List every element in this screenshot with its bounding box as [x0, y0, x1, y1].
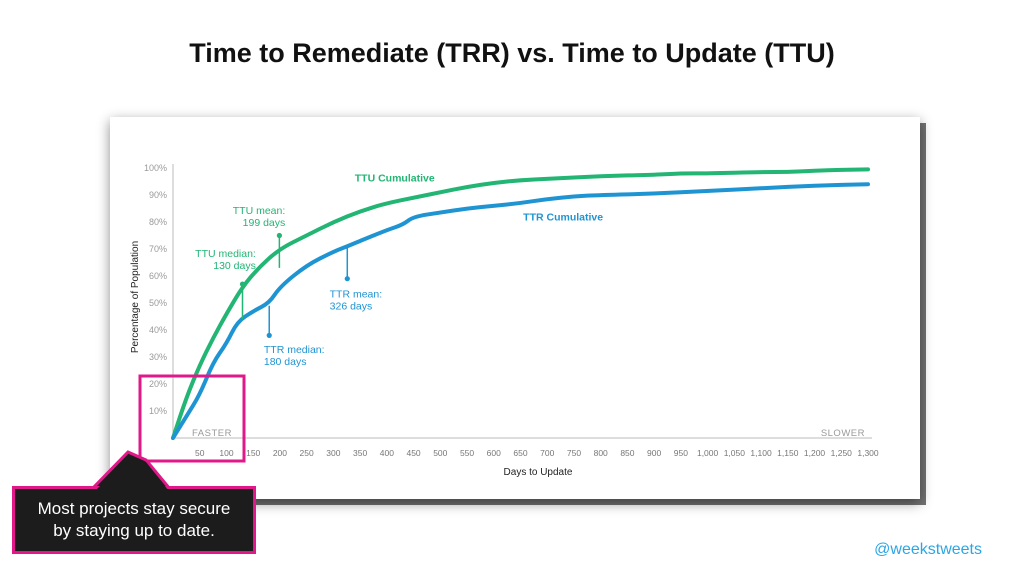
y-tick-label: 10%: [149, 406, 167, 416]
cumulative-chart: 10% 20% 30% 40% 50% 60% 70% 80% 90% 100% 50 100 150…: [130, 163, 879, 478]
annotation-layer: TTU median:130 days TTU mean:199 days TTR …: [195, 205, 382, 368]
twitter-handle: @weekstweets: [874, 541, 982, 558]
ttr-cumulative-label: TTR Cumulative: [523, 212, 603, 224]
annotation-label: TTU mean:: [233, 205, 286, 217]
y-axis: 10% 20% 30% 40% 50% 60% 70% 80% 90% 100%: [144, 163, 174, 438]
y-tick-label: 70%: [149, 244, 167, 254]
x-tick-label: 200: [273, 448, 287, 458]
ttu-cumulative-label: TTU Cumulative: [355, 173, 435, 185]
x-tick-label: 1,050: [724, 448, 746, 458]
x-tick-label: 900: [647, 448, 661, 458]
callout-line-2: by staying up to date.: [53, 521, 215, 540]
x-tick-label: 450: [406, 448, 420, 458]
x-tick-label: 850: [620, 448, 634, 458]
x-tick-label: 950: [674, 448, 688, 458]
annotation-label: TTR mean:: [330, 289, 383, 301]
x-tick-label: 1,150: [777, 448, 799, 458]
y-tick-label: 100%: [144, 163, 167, 173]
annotation-label: TTU median:: [195, 248, 256, 260]
y-tick-label: 80%: [149, 217, 167, 227]
annotation-marker: [239, 281, 246, 287]
x-tick-label: 250: [300, 448, 314, 458]
annotation-marker: [276, 232, 282, 239]
y-axis-label: Percentage of Population: [130, 241, 141, 353]
page-title: Time to Remediate (TRR) vs. Time to Upda…: [189, 38, 835, 68]
x-axis: 50 100 150 200 250 300 350 400 450 500 550 600 650 70…: [173, 437, 879, 458]
x-tick-label: 300: [326, 448, 340, 458]
x-tick-label: 550: [460, 448, 474, 458]
slower-label: SLOWER: [821, 428, 865, 439]
annotation-value: 180 days: [264, 356, 307, 368]
annotation-marker: [266, 332, 272, 338]
ttu-cumulative-line: [171, 167, 870, 440]
x-tick-label: 500: [433, 448, 447, 458]
x-tick-label: 350: [353, 448, 367, 458]
x-tick-label: 700: [540, 448, 554, 458]
x-tick-label: 400: [380, 448, 394, 458]
x-tick-label: 1,000: [697, 448, 719, 458]
annotation-value: 199 days: [243, 217, 286, 229]
x-tick-label: 1,100: [750, 448, 772, 458]
callout-box: Most projects stay secure by staying up …: [12, 486, 256, 554]
faster-label: FASTER: [192, 428, 232, 439]
y-tick-label: 90%: [149, 190, 167, 200]
x-tick-label: 50: [195, 448, 205, 458]
x-tick-label: 100: [219, 448, 233, 458]
x-tick-label: 800: [594, 448, 608, 458]
y-tick-label: 40%: [149, 325, 167, 335]
y-tick-label: 30%: [149, 352, 167, 362]
ttr-cumulative-line: [171, 182, 870, 440]
annotation-value: 326 days: [330, 301, 373, 313]
x-tick-label: 600: [487, 448, 501, 458]
y-tick-label: 60%: [149, 271, 167, 281]
x-axis-label: Days to Update: [504, 467, 573, 478]
y-tick-label: 20%: [149, 379, 167, 389]
annotation-value: 130 days: [213, 260, 256, 272]
y-tick-label: 50%: [149, 298, 167, 308]
x-tick-label: 1,300: [857, 448, 879, 458]
x-tick-label: 1,250: [831, 448, 853, 458]
x-tick-label: 1,200: [804, 448, 826, 458]
annotation-marker: [344, 276, 350, 282]
x-tick-label: 150: [246, 448, 260, 458]
callout-line-1: Most projects stay secure: [37, 499, 231, 518]
series-layer: TTU Cumulative TTR Cumulative: [171, 167, 870, 440]
chart-card: 10% 20% 30% 40% 50% 60% 70% 80% 90% 100% 50 100 150…: [110, 117, 920, 499]
x-tick-label: 750: [567, 448, 581, 458]
x-tick-label: 650: [513, 448, 527, 458]
annotation-label: TTR median:: [264, 344, 325, 356]
